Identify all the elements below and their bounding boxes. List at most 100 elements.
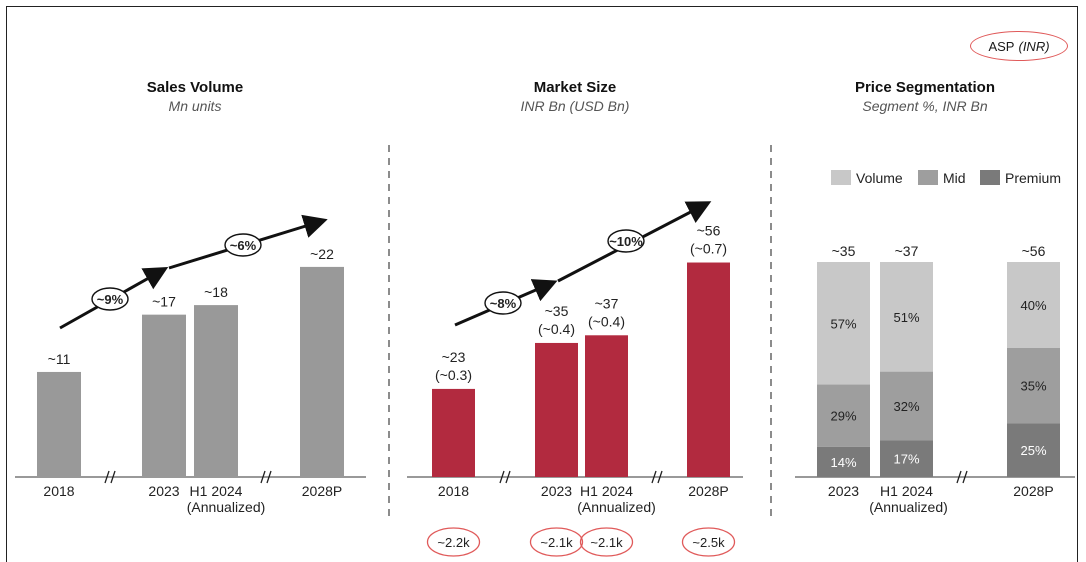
panel2-segment-label-volume-2: 40% [1020, 298, 1046, 313]
panel2-segment-premium-1 [880, 440, 933, 477]
panel1-cagr-label-0: ~8% [490, 296, 517, 311]
panel1-asp-oval-0 [426, 527, 481, 557]
panel1-bar-0 [432, 388, 475, 477]
panel2-segment-volume-0 [817, 262, 870, 385]
market-size-subtitle: INR Bn (USD Bn) [520, 98, 630, 114]
panel0-axis-break-1-b [266, 470, 272, 484]
panel1-value-label-0: ~23 [442, 349, 466, 365]
panel0-value-label-0: ~11 [48, 351, 71, 367]
panel1-asp-label-1: ~2.1k [540, 535, 573, 550]
legend-label-mid: Mid [943, 170, 966, 186]
panel0-category-label-1: 2023 [148, 483, 179, 499]
panel2-category-label-1: H1 2024 [880, 483, 933, 499]
panel0-category-label-0: 2018 [43, 483, 74, 499]
panel1-asp-label-0: ~2.2k [437, 535, 470, 550]
panel0-bar-2 [194, 305, 238, 477]
panel1-asp-oval-1 [529, 527, 584, 557]
panel1-category-label-1: 2023 [541, 483, 572, 499]
panel1-axis-break-1-b [657, 470, 663, 484]
panel0-bar-3 [300, 266, 344, 477]
sales-volume-title: Sales Volume [146, 79, 244, 96]
panel0-axis-break-0-a [104, 470, 110, 484]
panel2-axis-break-0-b [962, 470, 968, 484]
price-segmentation-header: Price Segmentation Segment %, INR Bn [790, 79, 1060, 114]
panel1-usd-label-3: (~0.7) [690, 241, 727, 257]
panel1-category-label-0: 2018 [438, 483, 469, 499]
panel2-segment-label-premium-0: 14% [830, 455, 856, 470]
legend-swatch-premium [980, 170, 1000, 185]
sales-volume-subtitle: Mn units [168, 98, 222, 114]
asp-unit: (INR) [1018, 38, 1050, 54]
panel1-asp-oval-2 [579, 527, 634, 557]
panel2-segment-label-mid-2: 35% [1020, 379, 1046, 394]
panel2-category-note-1: (Annualized) [869, 499, 948, 515]
panel1-cagr-label-1: ~10% [609, 234, 643, 249]
legend-label-volume: Volume [856, 170, 903, 186]
panel2-segment-mid-0 [817, 384, 870, 447]
panel0-category-label-3: 2028P [302, 483, 342, 499]
panel1-cagr-bubble-1 [607, 229, 645, 253]
price-segmentation-title: Price Segmentation [854, 79, 996, 96]
panel2-segment-label-volume-1: 51% [893, 310, 919, 325]
panel1-bar-2 [585, 335, 628, 477]
panel2-segment-volume-2 [1007, 262, 1060, 348]
panel1-category-label-3: 2028P [688, 483, 728, 499]
asp-label: ASP [988, 38, 1015, 54]
panel0-category-note-2: (Annualized) [187, 499, 266, 515]
panel0-value-label-3: ~22 [310, 246, 334, 262]
panel0-cagr-bubble-0 [91, 287, 129, 311]
sales-volume-header: Sales Volume Mn units [60, 79, 330, 114]
panel1-category-label-2: H1 2024 [580, 483, 633, 499]
legend-swatch-mid [918, 170, 938, 185]
panel2-segment-label-volume-0: 57% [830, 316, 856, 331]
panel1-value-label-2: ~37 [595, 295, 619, 311]
legend-swatch-volume [831, 170, 851, 185]
price-segmentation-subtitle: Segment %, INR Bn [862, 98, 988, 114]
panel2-category-label-0: 2023 [828, 483, 859, 499]
panel2-total-label-1: ~37 [895, 243, 919, 259]
panel2-segment-premium-0 [817, 446, 870, 477]
panel1-axis-break-0-b [505, 470, 511, 484]
legend-label-premium: Premium [1005, 170, 1061, 186]
market-size-title: Market Size [533, 79, 617, 96]
panel1-category-note-2: (Annualized) [577, 499, 656, 515]
panel2-total-label-0: ~35 [832, 243, 856, 259]
panel0-cagr-label-1: ~6% [230, 238, 257, 253]
panel1-axis-break-0-a [499, 470, 505, 484]
panel2-segment-label-mid-1: 32% [893, 399, 919, 414]
panel2-axis-break-0-a [956, 470, 962, 484]
panel0-value-label-1: ~17 [152, 294, 176, 310]
panel1-asp-oval-3 [681, 527, 736, 557]
panel0-cagr-bubble-1 [224, 233, 262, 257]
panel1-asp-label-2: ~2.1k [590, 535, 623, 550]
panel0-axis-break-0-b [110, 470, 116, 484]
panel2-segment-label-mid-0: 29% [830, 409, 856, 424]
panel1-value-label-1: ~35 [545, 303, 569, 319]
panel2-segment-volume-1 [880, 262, 933, 372]
market-size-header: Market Size INR Bn (USD Bn) [440, 79, 710, 114]
panel1-usd-label-2: (~0.4) [588, 313, 625, 329]
panel0-bar-1 [142, 314, 186, 477]
panel2-segment-premium-2 [1007, 423, 1060, 477]
chart-frame [6, 6, 1078, 562]
panel1-bar-3 [687, 262, 730, 477]
panel1-axis-break-1-a [651, 470, 657, 484]
panel1-asp-label-3: ~2.5k [692, 535, 725, 550]
panel2-segment-mid-2 [1007, 348, 1060, 424]
panel1-bar-1 [535, 342, 578, 477]
panel2-segment-label-premium-1: 17% [893, 452, 919, 467]
panel1-usd-label-1: (~0.4) [538, 321, 575, 337]
panel0-value-label-2: ~18 [204, 284, 228, 300]
panel0-cagr-label-0: ~9% [97, 292, 124, 307]
panel2-total-label-2: ~56 [1022, 243, 1046, 259]
panel1-cagr-bubble-0 [484, 291, 522, 315]
panel0-bar-0 [37, 371, 81, 477]
panel1-usd-label-0: (~0.3) [435, 367, 472, 383]
panel2-category-label-2: 2028P [1013, 483, 1053, 499]
panel2-segment-label-premium-2: 25% [1020, 443, 1046, 458]
panel2-segment-mid-1 [880, 371, 933, 441]
panel0-category-label-2: H1 2024 [190, 483, 243, 499]
panel0-axis-break-1-a [260, 470, 266, 484]
panel1-value-label-3: ~56 [697, 223, 721, 239]
